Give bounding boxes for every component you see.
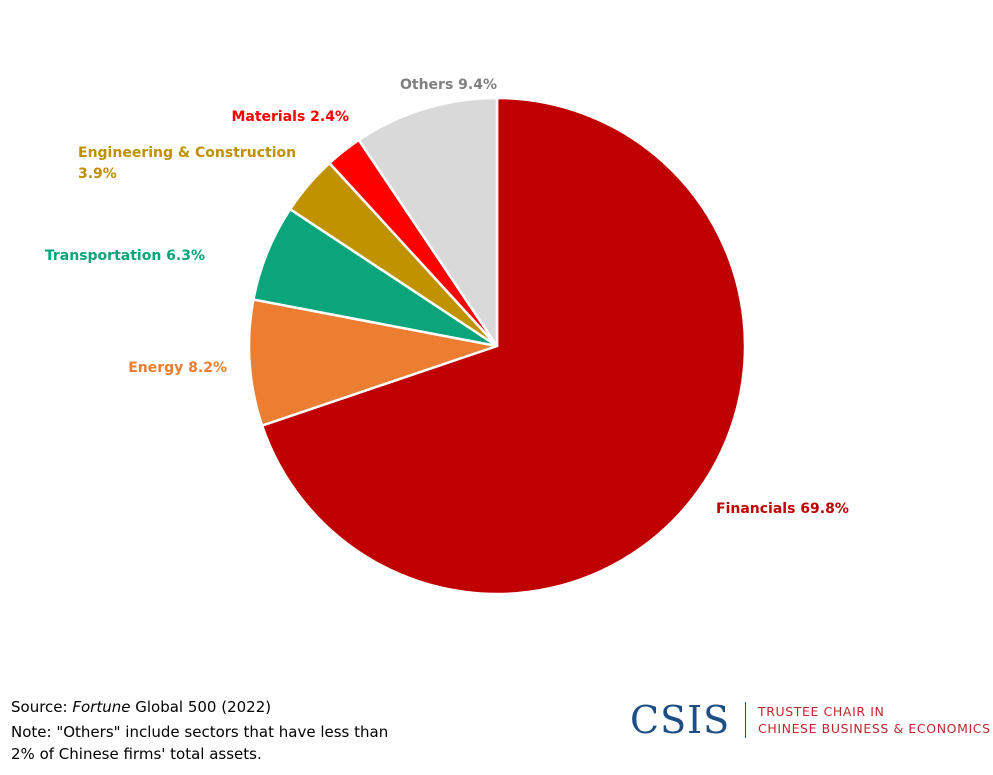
footnote: Note: "Others" include sectors that have… [11, 723, 389, 763]
logo-mark: CSIS [630, 698, 731, 742]
slice-label-others: Others 9.4% [400, 77, 497, 93]
pie-slice-energy [247, 298, 499, 427]
pie-slice-others [357, 96, 499, 348]
logo-tagline-line-2: CHINESE BUSINESS & ECONOMICS [758, 721, 991, 736]
slice-label-financials: Financials 69.8% [716, 501, 849, 517]
slice-label-transportation: Transportation 6.3% [45, 248, 205, 264]
logo-divider [745, 702, 746, 738]
pie-labels: Financials 69.8% Energy 8.2% Transportatio… [45, 77, 849, 517]
source-prefix: Source: [11, 698, 73, 716]
slice-label-engineering-construction: Engineering & Construction 3.9% [78, 145, 296, 182]
slice-label-energy: Energy 8.2% [128, 360, 227, 376]
source-note: Source: Fortune Global 500 (2022) [11, 696, 411, 718]
source-suffix: Global 500 (2022) [130, 698, 272, 716]
logo-tagline-line-1: TRUSTEE CHAIR IN [758, 704, 885, 719]
pie-slices [247, 96, 747, 596]
csis-logo: CSIS TRUSTEE CHAIR IN CHINESE BUSINESS &… [630, 698, 990, 742]
slice-label-materials: Materials 2.4% [231, 109, 349, 125]
source-work-title: Fortune [72, 698, 131, 716]
pie-slice-financials [260, 96, 747, 596]
